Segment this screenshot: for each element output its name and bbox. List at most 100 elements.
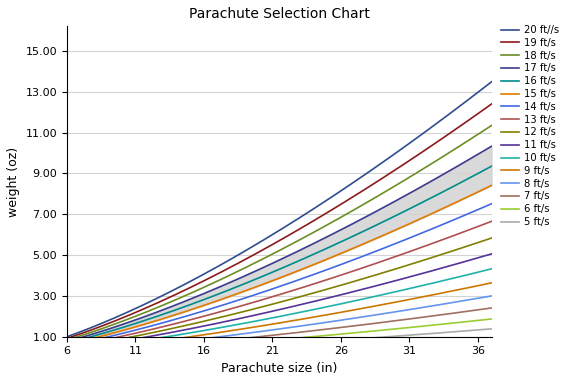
10 ft/s [488,267,495,271]
14 ft/s [323,267,330,272]
10 ft/s [63,348,70,353]
Line: 20 ft//s: 20 ft//s [67,82,491,337]
14 ft/s [488,201,495,206]
19 ft/s [488,102,495,106]
15 ft/s [488,183,495,188]
Line: 17 ft/s: 17 ft/s [67,146,491,342]
13 ft/s [315,280,321,285]
15 ft/s [315,261,321,265]
8 ft/s [488,294,495,298]
10 ft/s [448,276,455,281]
8 ft/s [316,321,323,325]
13 ft/s [488,219,495,223]
7 ft/s [316,328,323,332]
15 ft/s [323,257,330,262]
20 ft//s [315,204,321,208]
14 ft/s [63,343,70,348]
9 ft/s [488,280,495,285]
Y-axis label: weight (oz): weight (oz) [7,146,20,217]
19 ft/s [315,216,321,220]
10 ft/s [65,348,72,353]
Title: Parachute Selection Chart: Parachute Selection Chart [188,7,370,21]
5 ft/s [422,332,428,336]
8 ft/s [65,350,72,355]
5 ft/s [65,353,72,357]
18 ft/s [448,149,455,153]
Line: 14 ft/s: 14 ft/s [67,204,491,346]
6 ft/s [323,333,330,338]
Line: 13 ft/s: 13 ft/s [67,221,491,347]
9 ft/s [315,314,321,319]
18 ft/s [323,223,330,227]
11 ft/s [488,252,495,256]
14 ft/s [448,219,455,223]
13 ft/s [448,234,455,239]
15 ft/s [448,202,455,207]
19 ft/s [422,148,428,152]
19 ft/s [316,215,323,219]
11 ft/s [63,347,70,352]
7 ft/s [422,315,428,319]
12 ft/s [323,287,330,291]
6 ft/s [65,352,72,356]
16 ft/s [422,199,428,203]
8 ft/s [315,321,321,326]
8 ft/s [323,320,330,325]
9 ft/s [323,312,330,317]
9 ft/s [448,289,455,293]
11 ft/s [323,296,330,301]
9 ft/s [422,294,428,299]
11 ft/s [65,347,72,352]
5 ft/s [63,353,70,358]
15 ft/s [316,260,323,264]
12 ft/s [448,249,455,254]
9 ft/s [316,314,323,318]
14 ft/s [316,270,323,275]
20 ft//s [323,198,330,202]
6 ft/s [488,317,495,321]
18 ft/s [315,228,321,232]
6 ft/s [315,334,321,338]
10 ft/s [422,283,428,287]
Line: 16 ft/s: 16 ft/s [67,166,491,343]
6 ft/s [448,321,455,325]
Line: 15 ft/s: 15 ft/s [67,185,491,345]
20 ft//s [488,79,495,84]
Line: 7 ft/s: 7 ft/s [67,308,491,354]
12 ft/s [65,346,72,350]
8 ft/s [448,300,455,305]
Legend: 20 ft//s, 19 ft/s, 18 ft/s, 17 ft/s, 16 ft/s, 15 ft/s, 14 ft/s, 13 ft/s, 12 ft/s: 20 ft//s, 19 ft/s, 18 ft/s, 17 ft/s, 16 … [501,25,559,227]
Line: 19 ft/s: 19 ft/s [67,104,491,338]
5 ft/s [323,339,330,343]
17 ft/s [488,144,495,149]
10 ft/s [316,306,323,311]
12 ft/s [422,257,428,262]
6 ft/s [422,324,428,328]
19 ft/s [448,129,455,134]
16 ft/s [316,249,323,254]
20 ft//s [63,335,70,339]
12 ft/s [488,236,495,240]
17 ft/s [323,235,330,239]
5 ft/s [315,339,321,344]
16 ft/s [315,250,321,254]
Line: 6 ft/s: 6 ft/s [67,319,491,354]
11 ft/s [315,298,321,303]
Line: 8 ft/s: 8 ft/s [67,296,491,353]
8 ft/s [63,350,70,355]
19 ft/s [63,336,70,341]
6 ft/s [63,352,70,357]
15 ft/s [63,342,70,347]
14 ft/s [65,343,72,348]
7 ft/s [323,327,330,332]
16 ft/s [63,341,70,345]
16 ft/s [323,246,330,251]
17 ft/s [315,239,321,243]
20 ft//s [422,130,428,134]
13 ft/s [323,277,330,282]
6 ft/s [316,334,323,338]
11 ft/s [316,298,323,302]
12 ft/s [316,289,323,294]
5 ft/s [448,330,455,334]
18 ft/s [316,227,323,231]
